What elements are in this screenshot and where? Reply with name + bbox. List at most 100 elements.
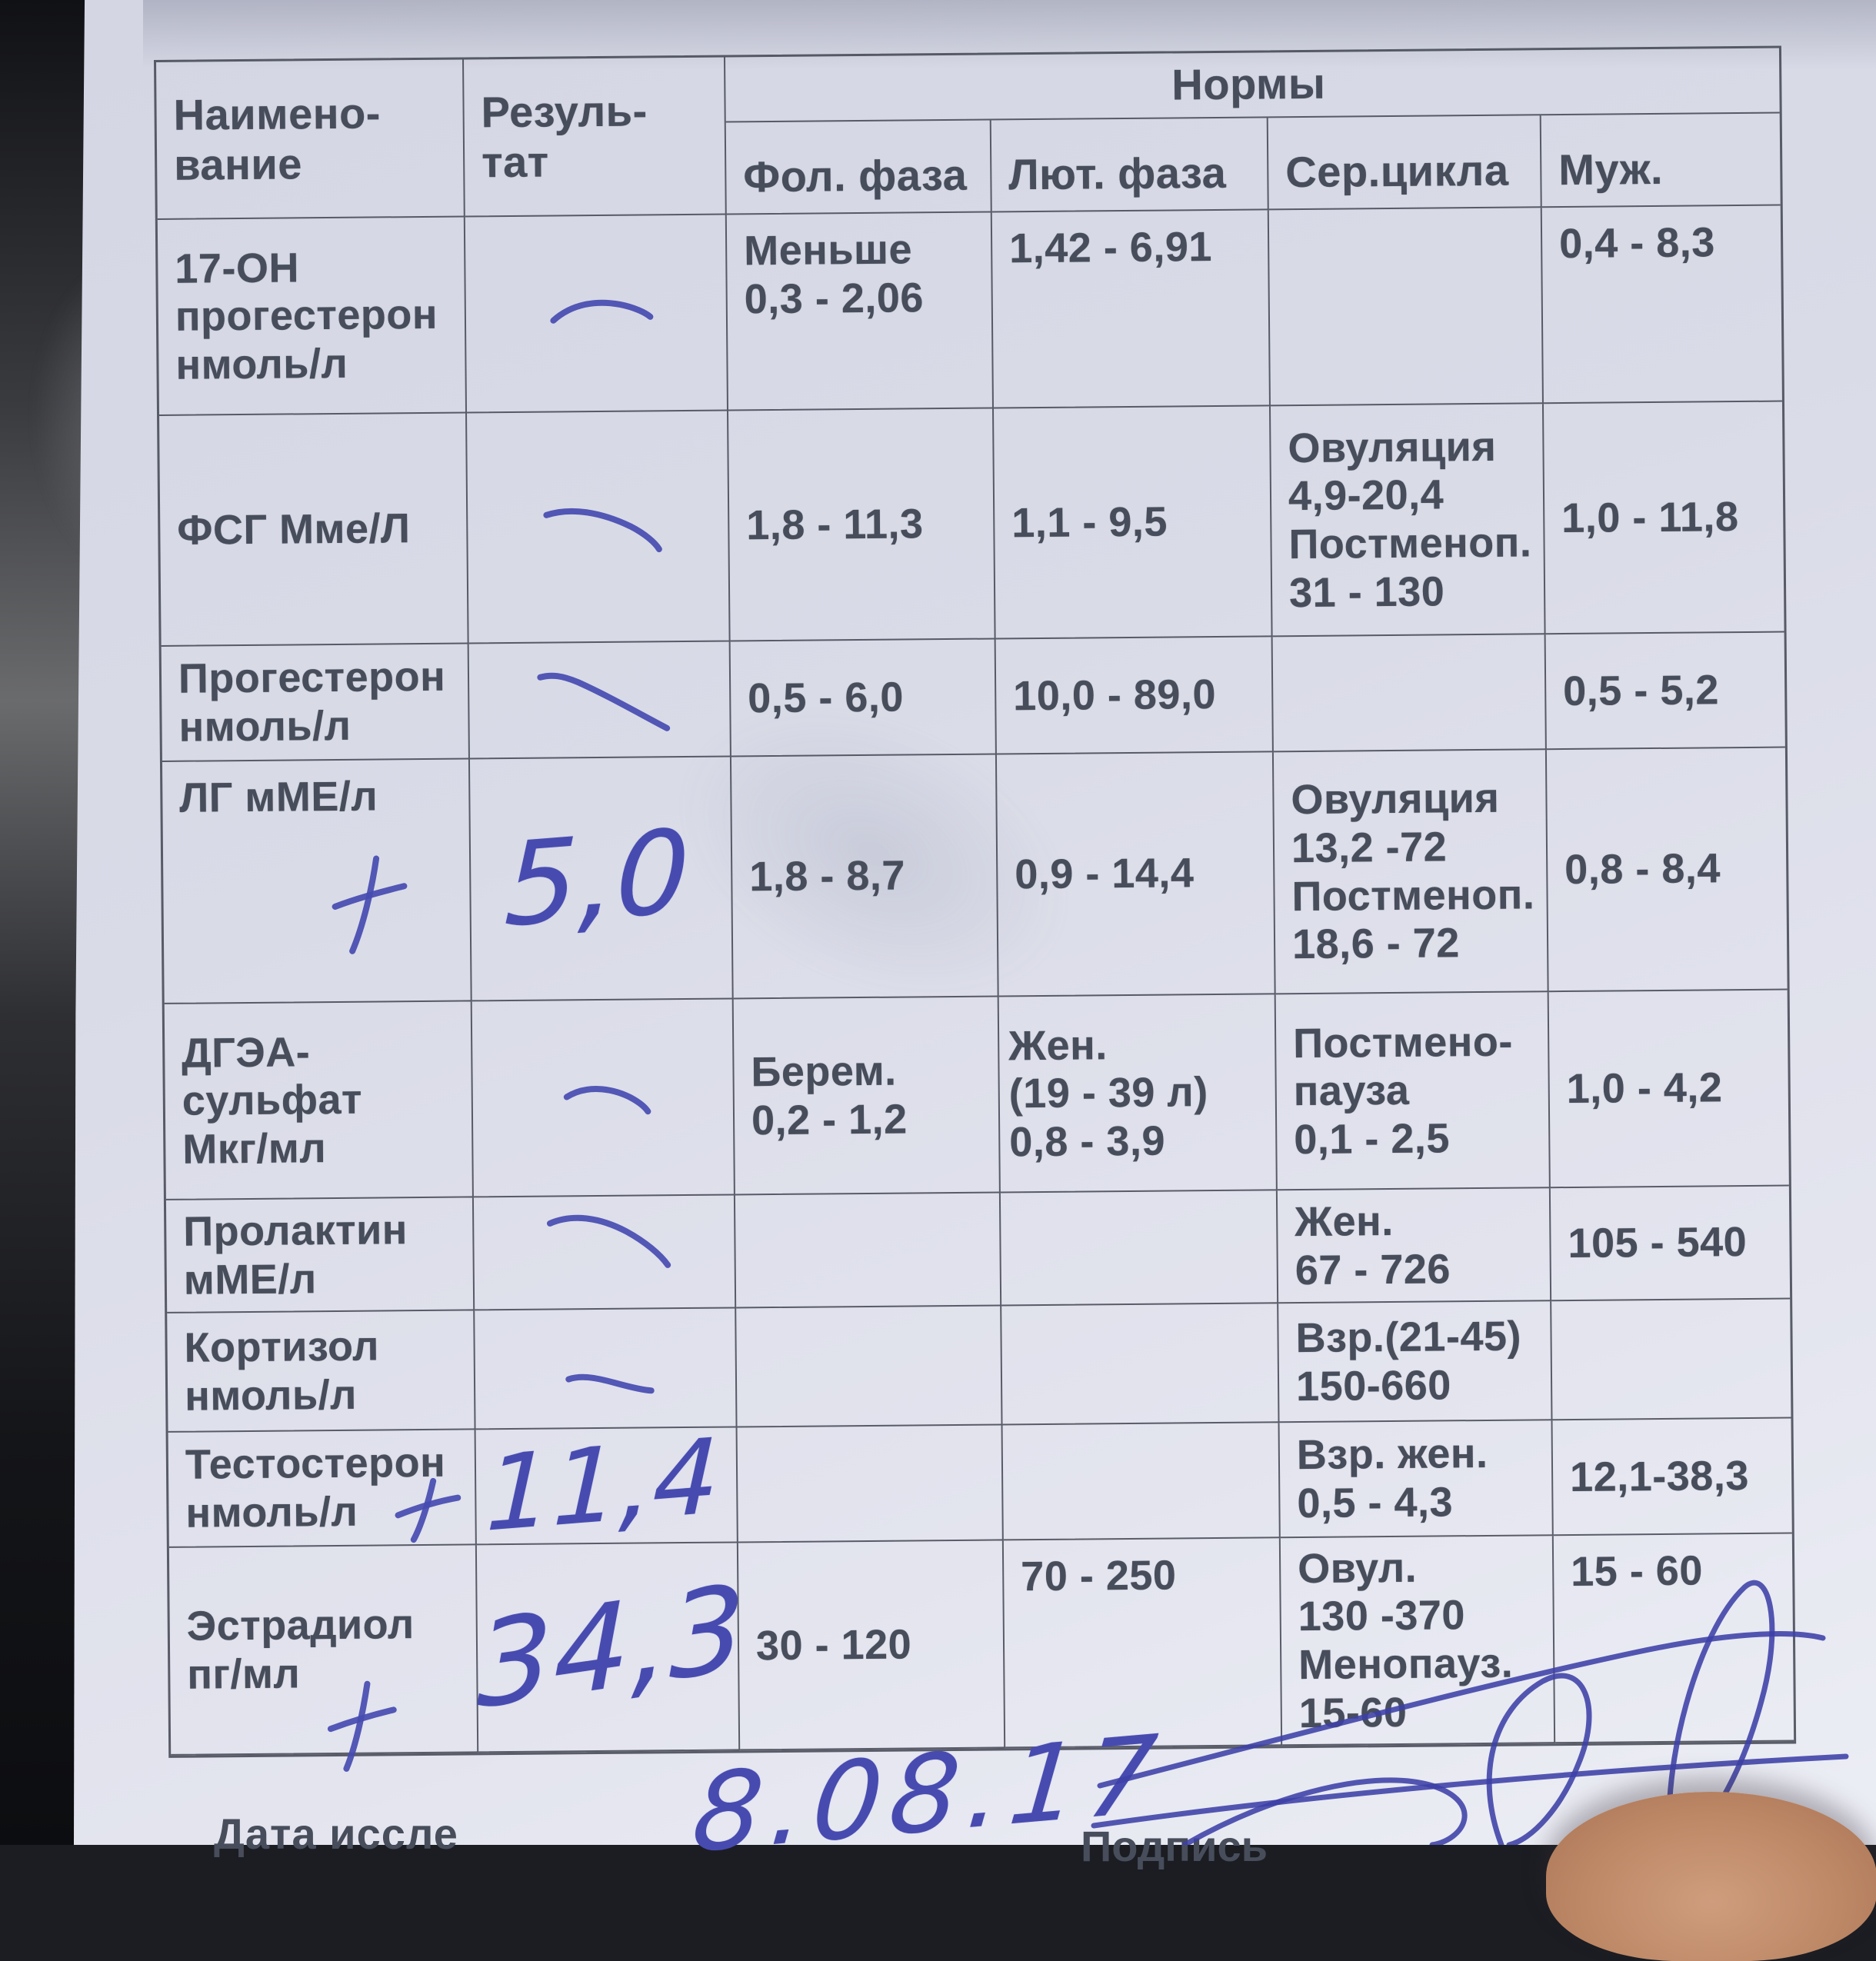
norm-fol-cell: 0,5 - 6,0 bbox=[730, 639, 997, 757]
norm-value: Берем. 0,2 - 1,2 bbox=[751, 1047, 908, 1144]
analyte-name: ЛГ мМЕ/л bbox=[162, 759, 472, 1004]
analyte-label: ЛГ мМЕ/л bbox=[179, 773, 378, 821]
header-mid-cycle: Сер.цикла bbox=[1268, 115, 1542, 211]
norm-value: Овуляция 4,9-20,4 Постменоп. 31 - 130 bbox=[1288, 423, 1532, 616]
handwritten-dash bbox=[550, 299, 654, 324]
analyte-name: Прогестерон нмоль/л bbox=[161, 644, 470, 762]
norm-ser-cell: Овуляция 13,2 -72 Постменоп. 18,6 - 72 bbox=[1273, 750, 1549, 995]
norm-value: 1,0 - 4,2 bbox=[1566, 1064, 1723, 1113]
norm-ser-cell: Жен. 67 - 726 bbox=[1277, 1188, 1552, 1304]
analyte-label: Пролактин мМЕ/л bbox=[183, 1207, 408, 1303]
result-cell bbox=[473, 1195, 737, 1311]
header-male: Муж. bbox=[1541, 113, 1781, 208]
header-result: Резуль- тат bbox=[464, 57, 727, 218]
norm-value: 0,8 - 8,4 bbox=[1564, 845, 1721, 894]
handwritten-result: 11,4 bbox=[484, 1415, 721, 1555]
analyte-label: ФСГ Мме/Л bbox=[177, 504, 411, 554]
norm-fol-cell bbox=[735, 1193, 1002, 1309]
norm-lut-cell bbox=[1001, 1303, 1280, 1426]
handwritten-dash bbox=[546, 1214, 671, 1268]
analyte-name: Кортизол нмоль/л bbox=[167, 1310, 476, 1433]
result-cell bbox=[467, 411, 731, 644]
handwritten-result: 5,0 bbox=[502, 804, 692, 953]
norm-muzh-cell bbox=[1551, 1299, 1791, 1421]
norm-lut-cell: 1,1 - 9,5 bbox=[993, 406, 1273, 640]
handwritten-dash bbox=[563, 1085, 651, 1114]
norm-fol-cell bbox=[737, 1425, 1004, 1543]
norm-muzh-cell: 0,4 - 8,3 bbox=[1541, 205, 1782, 405]
norm-ser-cell: Взр. жен. 0,5 - 4,3 bbox=[1279, 1420, 1554, 1539]
norm-lut-cell: 0,9 - 14,4 bbox=[996, 752, 1276, 997]
paper-sheet bbox=[74, 0, 1876, 1845]
norm-value: 12,1-38,3 bbox=[1569, 1452, 1750, 1500]
analyte-label: ДГЭА- сульфат Мкг/мл bbox=[182, 1028, 363, 1173]
norm-ser-cell: Овул. 130 -370 Менопауз. 15-60 bbox=[1280, 1536, 1556, 1746]
handwritten-plus bbox=[327, 1680, 397, 1772]
norm-value: Жен. (19 - 39 л) 0,8 - 3,9 bbox=[1008, 1021, 1208, 1166]
norm-muzh-cell: 0,5 - 5,2 bbox=[1545, 632, 1785, 751]
analyte-name: ДГЭА- сульфат Мкг/мл bbox=[164, 1001, 474, 1200]
norm-value: 1,1 - 9,5 bbox=[1011, 498, 1168, 546]
analyte-label: Прогестерон нмоль/л bbox=[178, 654, 446, 751]
norm-ser-cell: Взр.(21-45) 150-660 bbox=[1278, 1301, 1553, 1423]
handwritten-dash bbox=[536, 672, 670, 731]
norm-value: 1,8 - 8,7 bbox=[749, 852, 906, 901]
norm-fol-cell: Меньше 0,3 - 2,06 bbox=[726, 212, 994, 411]
handwritten-dash bbox=[565, 1373, 655, 1393]
analyte-name: Тестостерон нмоль/л bbox=[168, 1430, 477, 1548]
norm-value: 105 - 540 bbox=[1568, 1219, 1748, 1267]
norm-value: Жен. 67 - 726 bbox=[1294, 1197, 1451, 1293]
norm-fol-cell: Берем. 0,2 - 1,2 bbox=[733, 997, 1001, 1196]
norm-muzh-cell: 15 - 60 bbox=[1553, 1533, 1794, 1744]
norm-value: Взр.(21-45) 150-660 bbox=[1295, 1313, 1522, 1410]
header-fol-label: Фол. фаза bbox=[743, 150, 968, 201]
norm-fol-cell: 1,8 - 8,7 bbox=[731, 754, 999, 1000]
result-cell: 34,3 bbox=[476, 1543, 746, 1753]
analyte-label: 17-ОН прогестерон нмоль/л bbox=[175, 244, 438, 388]
norm-muzh-cell: 0,8 - 8,4 bbox=[1546, 747, 1788, 993]
norm-lut-cell: Жен. (19 - 39 л) 0,8 - 3,9 bbox=[998, 994, 1278, 1194]
norm-lut-cell bbox=[1002, 1423, 1281, 1541]
norm-value: Взр. жен. 0,5 - 4,3 bbox=[1296, 1430, 1488, 1527]
norm-muzh-cell: 12,1-38,3 bbox=[1552, 1418, 1792, 1537]
analyte-name: Эстрадиол пг/мл bbox=[168, 1545, 479, 1772]
norm-value: 30 - 120 bbox=[755, 1621, 912, 1669]
norm-lut-cell: 10,0 - 89,0 bbox=[995, 637, 1274, 755]
norm-value: Овул. 130 -370 Менопауз. 15-60 bbox=[1297, 1544, 1514, 1736]
handwritten-plus bbox=[332, 855, 408, 954]
result-cell bbox=[465, 215, 729, 414]
signature-label: Подпись bbox=[1081, 1822, 1268, 1870]
norm-value: 1,0 - 11,8 bbox=[1561, 493, 1739, 541]
header-muzh-label: Муж. bbox=[1558, 144, 1664, 195]
norm-lut-cell bbox=[1000, 1190, 1279, 1307]
norm-ser-cell: Овуляция 4,9-20,4 Постменоп. 31 - 130 bbox=[1270, 404, 1546, 638]
norm-value: 0,5 - 5,2 bbox=[1562, 666, 1720, 714]
norm-value: 1,42 - 6,91 bbox=[1008, 224, 1213, 272]
norm-value: 70 - 250 bbox=[1020, 1552, 1177, 1600]
result-cell bbox=[471, 999, 735, 1198]
date-label: Дата иссле bbox=[214, 1810, 458, 1858]
norm-lut-cell: 1,42 - 6,91 bbox=[991, 210, 1271, 409]
header-name: Наимено- вание bbox=[156, 59, 465, 220]
header-norms: Нормы bbox=[725, 48, 1780, 123]
analyte-name: ФСГ Мме/Л bbox=[159, 413, 469, 647]
norm-muzh-cell: 1,0 - 11,8 bbox=[1543, 401, 1784, 635]
handwritten-dash bbox=[542, 508, 662, 553]
analyte-name: Пролактин мМЕ/л bbox=[165, 1197, 475, 1313]
norm-value: 0,4 - 8,3 bbox=[1558, 219, 1716, 268]
header-ser-label: Сер.цикла bbox=[1285, 145, 1509, 197]
analyte-label: Кортизол нмоль/л bbox=[184, 1323, 380, 1420]
norm-fol-cell bbox=[736, 1306, 1003, 1428]
norm-muzh-cell: 1,0 - 4,2 bbox=[1548, 990, 1789, 1189]
handwritten-result: 34,3 bbox=[475, 1558, 747, 1736]
norm-fol-cell: 30 - 120 bbox=[738, 1540, 1006, 1751]
norm-value: 0,5 - 6,0 bbox=[748, 674, 905, 721]
norm-value: Постмено- пауза 0,1 - 2,5 bbox=[1292, 1018, 1514, 1163]
header-luteal-phase: Лют. фаза bbox=[991, 118, 1269, 213]
norm-value: 15 - 60 bbox=[1570, 1547, 1704, 1595]
thumb-tip bbox=[1546, 1792, 1876, 1961]
header-result-label: Резуль- тат bbox=[481, 85, 648, 186]
results-table: Наимено- вание Резуль- тат Нормы Фол. фа… bbox=[154, 45, 1797, 1772]
result-cell bbox=[475, 1308, 738, 1430]
